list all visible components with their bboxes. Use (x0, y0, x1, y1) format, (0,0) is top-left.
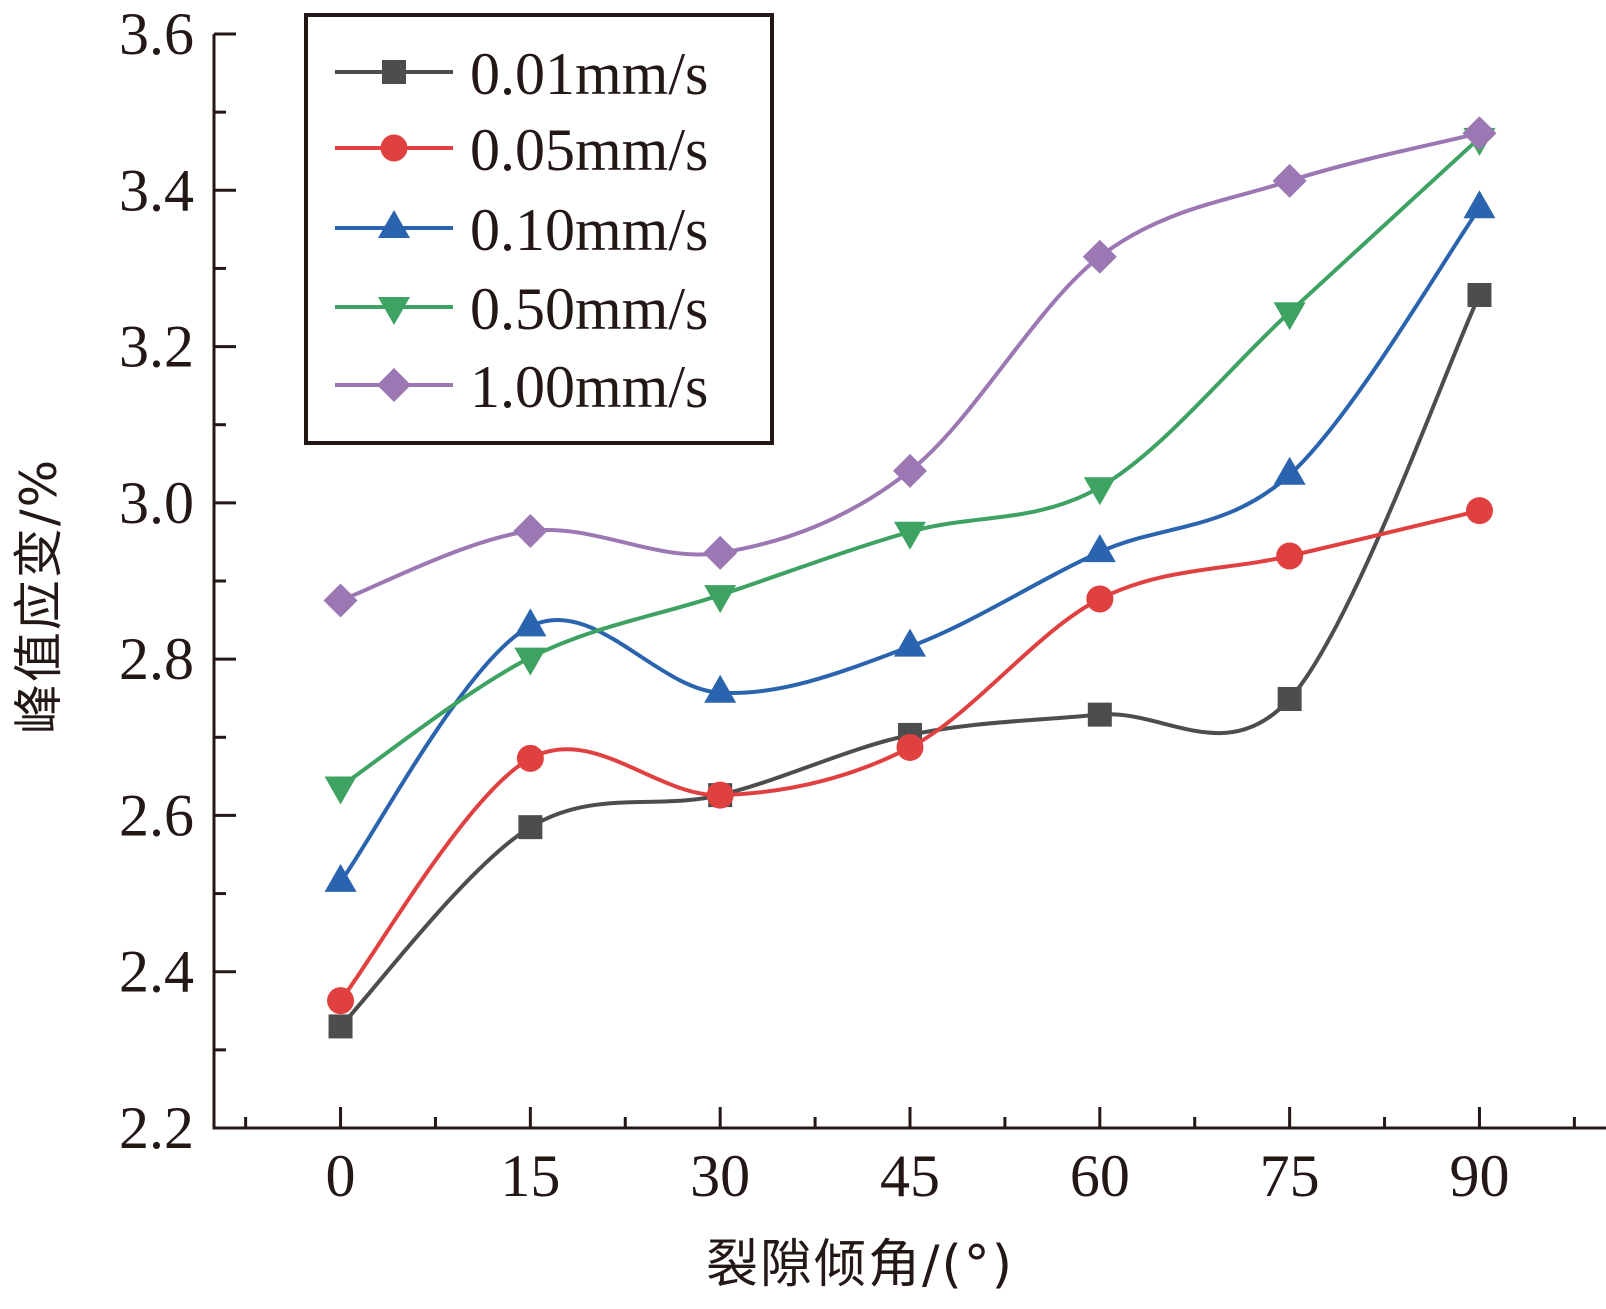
y-tick-label: 2.2 (119, 1095, 194, 1161)
data-point (518, 815, 543, 840)
data-point (327, 987, 355, 1015)
data-point (328, 1014, 353, 1039)
y-tick-label: 3.4 (119, 157, 194, 223)
legend-items: 0.01mm/s 0.05mm/s 0.10mm/s 0.50mm/s 1.00mm/s (335, 41, 708, 420)
data-point (513, 513, 548, 548)
data-point (1086, 585, 1114, 613)
data-point (1467, 282, 1492, 307)
x-tick-label: 90 (1449, 1143, 1509, 1209)
data-point (896, 733, 924, 761)
series-0-05mm-s (327, 497, 1493, 1015)
y-ticks: 2.2 2.4 2.6 2.8 3.0 3.2 3.4 3.6 (119, 1, 236, 1161)
series-layer (323, 116, 1497, 1039)
series-0-01mm-s (328, 282, 1492, 1039)
legend-label: 1.00mm/s (470, 354, 708, 420)
data-point (1083, 477, 1116, 506)
y-tick-label: 3.6 (119, 1, 194, 67)
data-point (1465, 497, 1493, 525)
data-point (893, 453, 927, 488)
data-point (1087, 702, 1112, 727)
legend-item: 0.50mm/s (335, 276, 708, 342)
y-axis-title: 峰值应变/% (10, 458, 68, 734)
legend-marker (378, 297, 410, 325)
legend-item: 0.05mm/s (335, 117, 708, 183)
y-tick-label: 2.4 (119, 939, 194, 1005)
data-point (1276, 542, 1304, 570)
legend-marker (380, 134, 408, 162)
data-point (1462, 116, 1497, 151)
y-tick-label: 2.6 (119, 782, 194, 848)
data-point (324, 776, 357, 805)
x-axis-title: 裂隙倾角/(°) (706, 1235, 1014, 1295)
y-tick-label: 3.2 (119, 314, 194, 380)
x-ticks: 0 15 30 45 60 75 90 (244, 1107, 1576, 1209)
series-1-00mm-s (323, 116, 1497, 618)
legend-marker (382, 60, 406, 84)
data-point (894, 521, 926, 550)
legend-item: 0.01mm/s (335, 41, 708, 107)
series-0-10mm-s (324, 190, 1496, 892)
legend-label: 0.01mm/s (470, 41, 708, 107)
data-point (1082, 239, 1117, 274)
x-tick-label: 15 (500, 1143, 560, 1209)
legend-label: 0.05mm/s (470, 117, 708, 183)
legend-label: 0.10mm/s (470, 197, 708, 263)
data-point (323, 583, 358, 618)
legend-marker (377, 368, 411, 402)
y-tick-label: 3.0 (119, 470, 194, 536)
x-tick-label: 45 (880, 1143, 940, 1209)
data-point (894, 628, 926, 657)
data-point (1083, 534, 1116, 563)
legend-item: 0.10mm/s (335, 197, 708, 263)
legend-marker (378, 210, 410, 238)
x-tick-label: 0 (326, 1143, 356, 1209)
data-point (1463, 190, 1496, 219)
y-tick-label: 2.8 (119, 626, 194, 692)
x-tick-label: 60 (1070, 1143, 1130, 1209)
data-point (704, 585, 737, 614)
data-point (514, 608, 547, 637)
data-point (516, 744, 544, 772)
axes-layer: 2.2 2.4 2.6 2.8 3.0 3.2 3.4 3.6 0 15 30 45 60 75 90 (119, 1, 1606, 1209)
legend-label: 0.50mm/s (470, 276, 708, 342)
data-point (1277, 686, 1302, 711)
data-point (706, 781, 734, 809)
data-point (704, 674, 737, 703)
legend-item: 1.00mm/s (335, 354, 708, 420)
x-tick-label: 30 (690, 1143, 750, 1209)
data-point (514, 647, 547, 676)
data-point (324, 863, 357, 892)
data-point (703, 535, 738, 570)
data-point (1272, 163, 1307, 198)
data-point (1273, 302, 1306, 331)
data-point (1273, 456, 1306, 485)
legend: 0.01mm/s 0.05mm/s 0.10mm/s 0.50mm/s 1.00mm/s (304, 13, 774, 445)
x-tick-label: 75 (1260, 1143, 1320, 1209)
